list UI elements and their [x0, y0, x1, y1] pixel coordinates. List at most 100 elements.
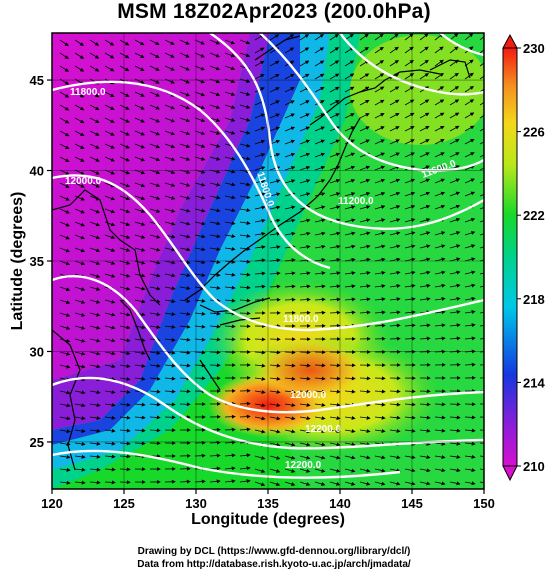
wind-arrow: [314, 87, 325, 93]
wind-arrow: [404, 297, 416, 302]
wind-arrow: [269, 363, 281, 368]
wind-arrow: [299, 100, 310, 106]
wind-arrow: [419, 283, 431, 288]
wind-arrow: [329, 468, 341, 473]
colorbar-tick-label: 218: [523, 292, 545, 307]
wind-arrow: [119, 273, 131, 278]
wind-arrow: [209, 156, 221, 161]
wind-arrow: [224, 440, 236, 445]
wind-arrow: [314, 376, 326, 381]
wind-arrow: [449, 441, 461, 446]
wind-arrow: [74, 441, 86, 446]
wind-arrow: [464, 310, 476, 314]
wind-arrow: [239, 272, 251, 277]
wind-arrow: [374, 402, 386, 407]
wind-arrow: [89, 260, 101, 266]
wind-arrow: [374, 284, 386, 289]
wind-arrow: [224, 52, 236, 58]
wind-arrow: [404, 402, 416, 407]
wind-arrow: [254, 166, 266, 171]
wind-arrow: [149, 182, 161, 188]
contour-label: 12200.0: [305, 424, 342, 435]
wind-arrow: [314, 192, 326, 197]
wind-arrow: [314, 179, 326, 184]
wind-arrow: [389, 323, 401, 328]
wind-arrow: [149, 350, 161, 355]
wind-arrow: [329, 60, 340, 67]
wind-arrow: [59, 312, 71, 317]
wind-arrow: [164, 286, 176, 291]
wind-arrow: [404, 455, 416, 460]
wind-arrow: [134, 195, 146, 201]
wind-arrow: [89, 480, 101, 485]
wind-arrow: [434, 310, 446, 315]
wind-arrow: [479, 468, 484, 471]
wind-arrow: [59, 351, 71, 356]
wind-arrow: [419, 336, 431, 341]
wind-arrow: [299, 442, 311, 447]
wind-arrow: [449, 481, 461, 486]
wind-arrow: [74, 247, 86, 253]
wind-arrow: [224, 91, 236, 97]
wind-arrow: [164, 260, 176, 265]
wind-arrow: [284, 87, 295, 93]
contour-label: 11200.0: [338, 196, 374, 207]
wind-arrow: [344, 389, 356, 394]
wind-arrow: [224, 130, 236, 135]
wind-arrow: [89, 39, 100, 46]
wind-arrow: [224, 117, 236, 122]
wind-arrow: [359, 481, 371, 486]
wind-arrow: [389, 415, 401, 420]
wind-arrow: [224, 156, 236, 161]
wind-arrow: [449, 296, 461, 301]
map-title: MSM 18Z02Apr2023 (200.0hPa): [117, 0, 431, 23]
wind-arrow: [269, 442, 281, 447]
wind-arrow: [104, 130, 115, 136]
wind-arrow: [59, 104, 70, 111]
wind-arrow: [59, 325, 71, 330]
wind-arrow: [359, 46, 369, 54]
wind-arrow: [464, 244, 476, 249]
wind-arrow: [194, 208, 206, 213]
wind-arrow: [284, 442, 296, 447]
wind-arrow: [284, 218, 296, 223]
wind-arrow: [224, 298, 236, 303]
contour-label: 12200.0: [285, 460, 322, 471]
wind-arrow: [164, 52, 175, 58]
wind-arrow: [149, 312, 161, 317]
height-contours: [52, 33, 484, 479]
wind-arrow: [89, 221, 101, 227]
wind-arrow: [299, 152, 311, 158]
wind-arrow: [374, 389, 386, 394]
wind-arrow: [329, 481, 341, 486]
wind-arrow: [74, 52, 85, 59]
wind-arrow: [104, 260, 116, 265]
wind-arrow: [254, 284, 266, 289]
wind-arrow: [194, 117, 206, 123]
wind-arrow: [284, 403, 296, 408]
wind-arrow: [59, 65, 70, 72]
wind-arrow: [269, 87, 280, 93]
wind-arrow: [299, 244, 311, 249]
wind-arrow: [359, 192, 371, 197]
wind-arrow: [389, 191, 401, 197]
wind-arrow: [194, 273, 206, 278]
wind-arrow: [449, 415, 461, 420]
wind-arrow: [344, 100, 355, 106]
wind-arrow: [104, 221, 116, 227]
colorbar-tick-label: 230: [523, 41, 545, 56]
wind-arrow: [419, 428, 431, 433]
wind-arrow: [209, 104, 221, 110]
wind-arrow: [419, 152, 430, 158]
wind-arrow: [209, 479, 221, 484]
wind-arrow: [464, 138, 475, 145]
wind-arrow: [59, 480, 71, 485]
wind-arrow: [104, 52, 115, 59]
wind-arrow: [179, 182, 191, 187]
wind-arrow: [314, 481, 326, 486]
wind-arrow: [239, 479, 251, 484]
wind-arrow: [269, 179, 281, 184]
wind-arrow: [149, 195, 161, 200]
wind-arrow: [434, 46, 444, 54]
wind-arrow: [89, 403, 101, 408]
